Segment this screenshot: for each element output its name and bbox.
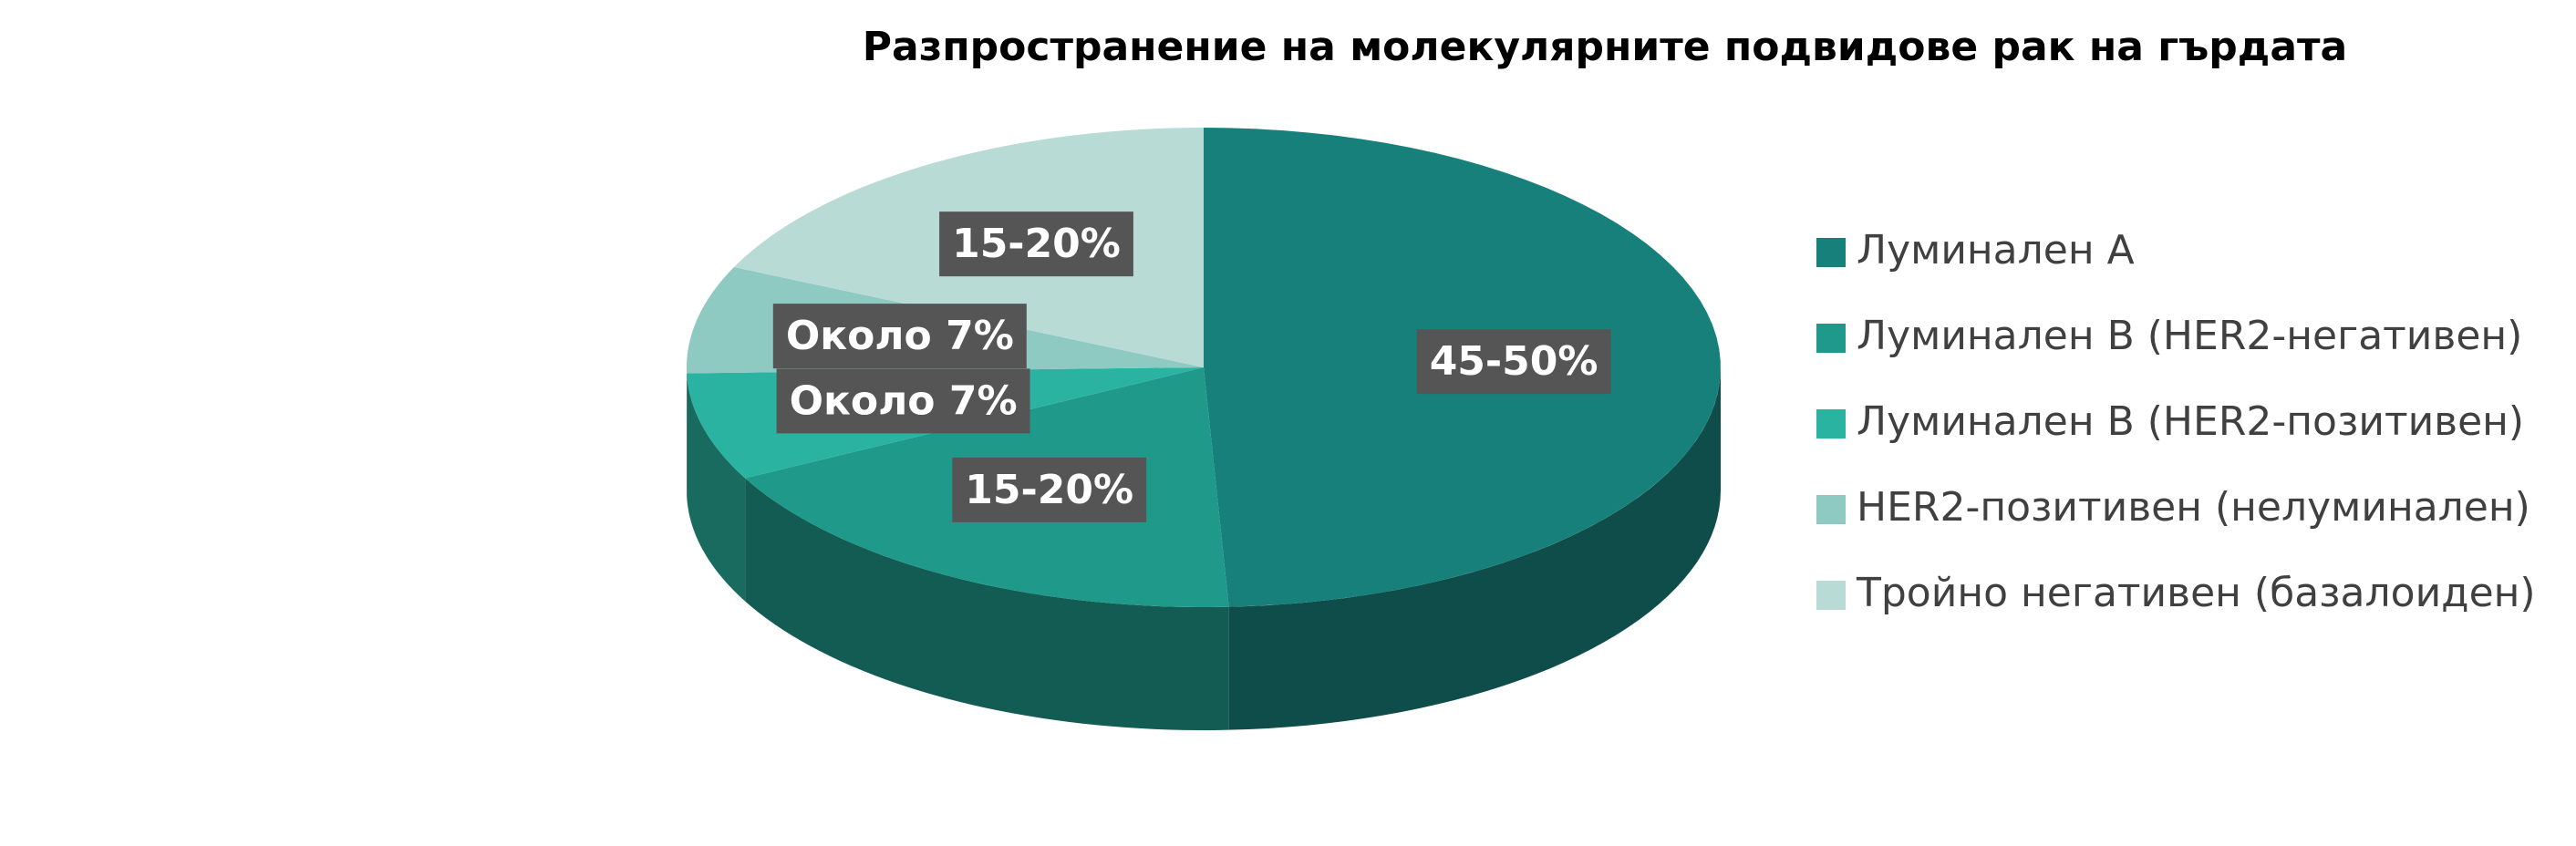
legend-swatch — [1816, 324, 1846, 353]
legend-swatch — [1816, 409, 1846, 438]
chart-title: Разпространение на молекулярните подвидо… — [863, 24, 2347, 70]
legend-swatch — [1816, 238, 1846, 267]
data-label-text: Около 7% — [786, 313, 1014, 359]
data-label-box — [939, 212, 1133, 277]
data-label: Около 7% — [772, 304, 1027, 369]
data-label: 15-20% — [939, 212, 1133, 277]
slice-side — [687, 373, 746, 602]
legend-swatch — [1816, 495, 1846, 524]
legend-label: HER2-позитивен (нелуминален) — [1857, 484, 2530, 531]
data-label-text: 15-20% — [965, 467, 1133, 513]
data-label: 15-20% — [952, 457, 1147, 522]
data-label: 45-50% — [1416, 329, 1611, 395]
data-label-box — [776, 368, 1030, 434]
data-label-box — [772, 304, 1027, 369]
legend-label: Тройно негативен (базалоиден) — [1856, 570, 2536, 616]
data-label-text: Около 7% — [790, 377, 1018, 424]
legend-label: Луминален В (HER2-позитивен) — [1857, 398, 2524, 445]
data-label-text: 45-50% — [1430, 338, 1598, 385]
data-label: Около 7% — [776, 368, 1030, 434]
legend-label: Луминален В (HER2-негативен) — [1857, 313, 2522, 359]
data-label-box — [1416, 329, 1611, 395]
data-label-text: 15-20% — [952, 221, 1121, 267]
data-label-box — [952, 457, 1147, 522]
slice-side — [1228, 367, 1721, 730]
legend-swatch — [1816, 581, 1846, 610]
legend-label: Луминален А — [1857, 227, 2135, 273]
slice-side — [745, 478, 1229, 730]
